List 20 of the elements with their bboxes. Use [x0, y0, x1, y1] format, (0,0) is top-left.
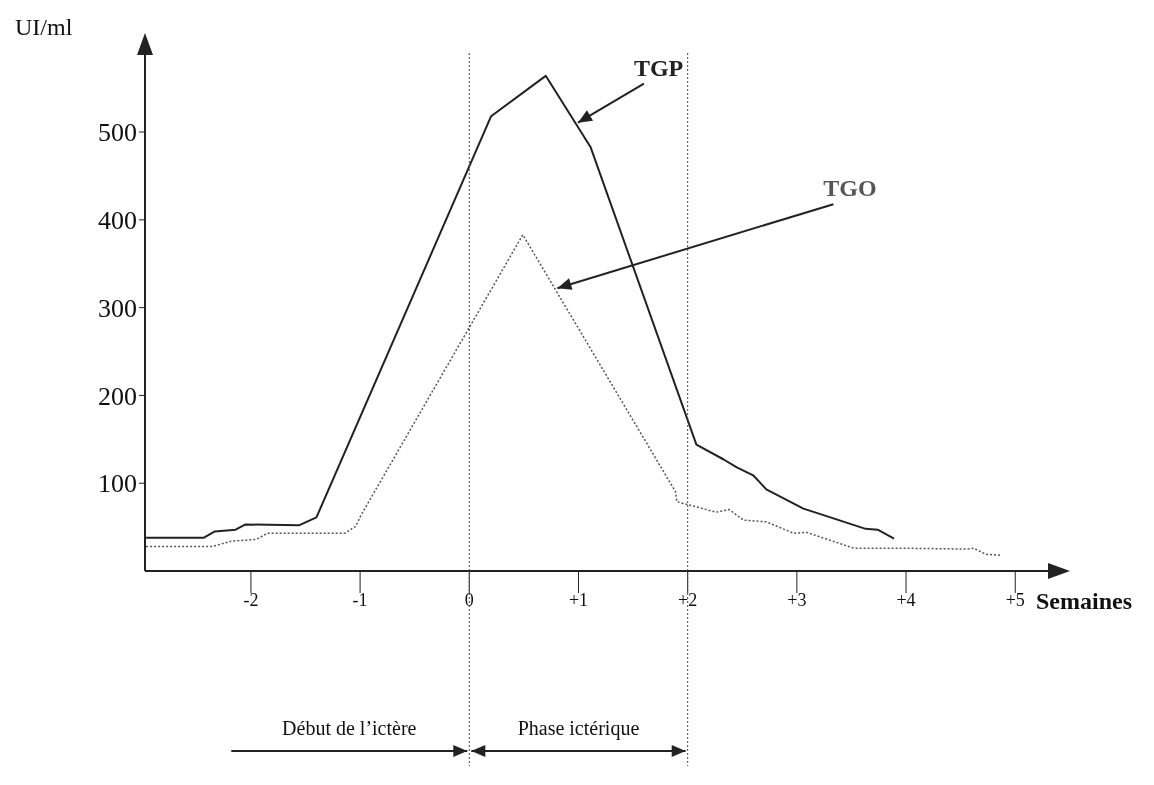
- x-tick-label: +2: [678, 589, 698, 610]
- y-tick-label: 100: [98, 469, 137, 499]
- x-tick-label: +5: [1005, 589, 1025, 610]
- x-tick-label: -2: [243, 589, 259, 610]
- y-tick-label: 400: [98, 206, 137, 236]
- text: Début de l’ictère: [282, 717, 417, 739]
- y-tick-label: 500: [98, 118, 137, 148]
- text: TGO: [823, 175, 877, 202]
- x-tick-label: +1: [568, 589, 589, 610]
- y-tick-label: 300: [98, 293, 137, 323]
- x-tick-label: -1: [352, 589, 368, 610]
- x-tick-label: 0: [464, 589, 474, 610]
- x-tick-label: +4: [896, 589, 916, 610]
- line-series: [145, 233, 1002, 556]
- y-tick-label: 200: [98, 381, 137, 411]
- x-axis-title: Semaines: [1036, 588, 1132, 614]
- text: TGP: [633, 54, 684, 81]
- x-tick-label: +3: [787, 589, 807, 610]
- y-axis-title: UI/ml: [15, 14, 73, 40]
- text: Phase ictérique: [517, 717, 640, 740]
